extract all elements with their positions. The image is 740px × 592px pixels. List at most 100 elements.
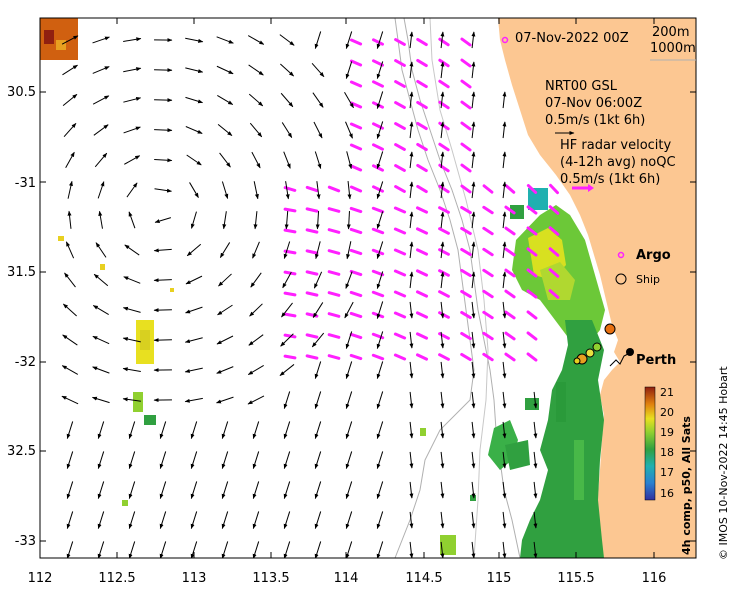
model-arrow (62, 303, 77, 317)
model-arrow (92, 366, 110, 374)
model-arrow (314, 151, 322, 170)
model-arrow (67, 210, 72, 229)
model-arrow (316, 181, 321, 200)
model-arrow (92, 66, 110, 74)
model-arrow (471, 271, 476, 289)
model-arrow (221, 511, 229, 530)
radar-arrow (349, 269, 363, 277)
radar-arrow (416, 100, 428, 110)
model-arrow (345, 451, 353, 470)
model-arrow (533, 391, 538, 409)
radar-arrow (349, 248, 363, 256)
radar-arrow (460, 121, 472, 131)
model-arrow (251, 151, 261, 169)
radar-arrow (504, 310, 516, 320)
radar-arrow (283, 270, 297, 276)
model-arrow (66, 511, 74, 530)
radar-arrow (349, 164, 363, 172)
date-label: 07-Nov-2022 00Z (515, 31, 629, 46)
radar-arrow (482, 184, 494, 194)
model-arrow (471, 61, 476, 79)
model-arrow (159, 541, 167, 558)
model-arrow (502, 421, 507, 439)
model-arrow (216, 396, 234, 404)
model-arrow (249, 303, 263, 317)
model-arrow (440, 541, 445, 558)
model-arrow (284, 211, 289, 230)
radar-arrow (415, 227, 429, 235)
model-arrow (190, 211, 197, 229)
model-arrow (62, 93, 78, 107)
model-arrow (281, 122, 293, 138)
radar-arrow (415, 353, 429, 361)
model-arrow (314, 481, 322, 500)
model-arrow (61, 395, 79, 405)
radar-arrow (305, 291, 319, 297)
model-arrow (92, 36, 110, 44)
colorbar-title: 4h comp, p50, All Sats (680, 416, 693, 555)
model-arrow (283, 451, 291, 470)
model-arrow (345, 541, 353, 558)
model-arrow (314, 541, 322, 558)
model-velocity-arrows (61, 31, 538, 558)
radar-arrow (394, 38, 406, 46)
radar-arrow (460, 100, 472, 110)
radar-arrow (438, 142, 450, 152)
city-label: Perth (636, 353, 676, 368)
radar-arrow (416, 121, 428, 131)
x-axis-labels: 112 112.5 113 113.5 114 114.5 115 115.5 … (28, 571, 667, 586)
model-arrow (283, 421, 291, 440)
model-arrow (184, 337, 203, 344)
model-arrow (533, 421, 538, 439)
radar-arrow (438, 290, 450, 298)
radar-arrow (504, 205, 516, 215)
model-arrow (471, 151, 476, 169)
depth-label-1000m: 1000m (650, 41, 696, 56)
y-tick-label: -32 (15, 355, 36, 370)
model-arrow (283, 151, 291, 169)
model-arrow (123, 276, 141, 284)
model-arrow (285, 181, 290, 200)
ship-legend-label: Ship (636, 273, 660, 286)
radar-arrow (482, 247, 494, 257)
model-arrow (409, 391, 414, 409)
model-arrow (153, 308, 172, 313)
model-arrow (345, 421, 353, 440)
ship-marker-3[interactable] (585, 348, 595, 358)
radar-arrow (460, 289, 472, 299)
model-arrow (312, 302, 324, 318)
model-arrow (409, 241, 414, 259)
radar-arrow (504, 268, 516, 278)
argo-legend-label: Argo (636, 248, 671, 263)
model-arrow (283, 481, 291, 500)
model-arrow (440, 331, 445, 349)
radar-arrow (549, 183, 559, 195)
model-arrow (190, 541, 198, 558)
model-arrow (91, 396, 110, 404)
argo-float-marker[interactable] (501, 36, 509, 44)
radar-arrow (415, 206, 429, 214)
ship-marker-5[interactable] (573, 357, 581, 365)
model-arrow (409, 301, 414, 319)
model-arrow (345, 361, 353, 380)
radar-arrow (460, 58, 472, 68)
ship-marker-4[interactable] (592, 342, 602, 352)
model-arrow (186, 243, 202, 257)
model-arrow (502, 451, 507, 469)
radar-arrow (349, 80, 363, 88)
model-arrow (409, 31, 414, 49)
radar-avg-label: (4-12h avg) noQC (560, 155, 676, 170)
model-arrow (471, 451, 476, 469)
model-arrow (502, 271, 507, 289)
model-arrow (376, 271, 384, 290)
model-arrow (249, 122, 263, 138)
model-arrow (190, 451, 198, 470)
radar-arrow (438, 227, 450, 235)
radar-arrow (394, 122, 406, 130)
radar-arrow (482, 352, 494, 362)
model-arrow (283, 391, 291, 410)
ship-marker-1[interactable] (604, 323, 616, 335)
model-arrow (247, 364, 264, 376)
depth-label-200m: 200m (652, 25, 689, 40)
colorbar-tick: 19 (660, 426, 674, 439)
